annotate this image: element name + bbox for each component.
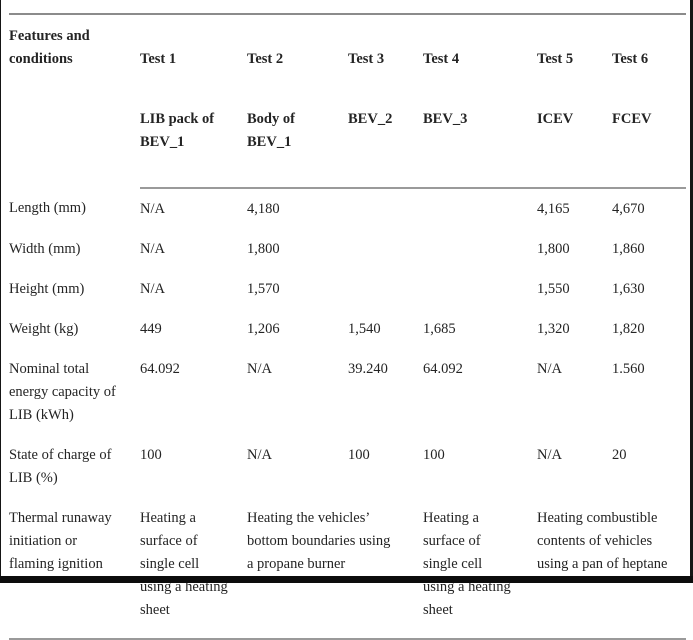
cell-value: 1,800 <box>247 241 280 257</box>
row-label: Width (mm) <box>9 241 81 257</box>
col-header-test-5: Test 5 ICEV <box>537 14 612 189</box>
cell-value: 1,320 <box>537 321 570 337</box>
cell-value: 64.092 <box>423 361 463 377</box>
cell-value <box>348 188 423 229</box>
test-title: Test 5 <box>537 51 574 67</box>
cell-value: N/A <box>247 361 272 377</box>
cell-value: 1,800 <box>537 241 570 257</box>
col-header-test-6: Test 6 FCEV <box>612 14 686 189</box>
row-length: Length (mm) N/A 4,180 4,165 4,670 <box>9 188 686 229</box>
col-header-features: Features and conditions <box>9 28 90 67</box>
cell-value: 1,206 <box>247 321 280 337</box>
test-subtitle: BEV_3 <box>423 111 468 127</box>
test-subtitle: Body of BEV_1 <box>247 111 295 150</box>
cell-value: 1,820 <box>612 321 645 337</box>
row-weight: Weight (kg) 449 1,206 1,540 1,685 1,320 … <box>9 309 686 349</box>
cell-value: 1,630 <box>612 281 645 297</box>
test-title: Test 3 <box>348 51 385 67</box>
row-label: Length (mm) <box>9 200 86 216</box>
cell-value <box>423 229 537 269</box>
row-label: Height (mm) <box>9 281 85 297</box>
test-title: Test 1 <box>140 51 177 67</box>
test-subtitle: ICEV <box>537 111 574 127</box>
cell-value: 1,570 <box>247 281 280 297</box>
cell-value: N/A <box>140 241 165 257</box>
col-header-test-4: Test 4 BEV_3 <box>423 14 537 189</box>
test-subtitle: BEV_2 <box>348 111 393 127</box>
row-thermal-runaway: Thermal runaway initiation or flaming ig… <box>9 498 686 640</box>
cell-value: 4,180 <box>247 201 280 217</box>
test-title: Test 2 <box>247 51 284 67</box>
cell-value: N/A <box>537 447 562 463</box>
col-header-test-2: Test 2 Body of BEV_1 <box>247 14 348 189</box>
cell-value: 449 <box>140 321 162 337</box>
cell-value: 1,540 <box>348 321 381 337</box>
row-state-of-charge: State of charge of LIB (%) 100 N/A 100 1… <box>9 435 686 498</box>
row-label: Thermal runaway initiation or flaming ig… <box>9 498 140 640</box>
test-subtitle: FCEV <box>612 111 652 127</box>
cell-value <box>348 229 423 269</box>
cell-value <box>423 269 537 309</box>
cell-value: 1,550 <box>537 281 570 297</box>
cell-value: 100 <box>348 447 370 463</box>
row-energy-capacity: Nominal total energy capacity of LIB (kW… <box>9 349 686 435</box>
cell-value: 1,685 <box>423 321 456 337</box>
scan-bottom-edge <box>0 576 693 583</box>
cell-value: 1.560 <box>612 361 645 377</box>
col-header-test-1: Test 1 LIB pack of BEV_1 <box>140 14 247 189</box>
cell-value: 100 <box>140 447 162 463</box>
row-label: State of charge of LIB (%) <box>9 447 112 486</box>
cell-value: 100 <box>423 447 445 463</box>
header-row: Features and conditions Test 1 LIB pack … <box>9 14 686 189</box>
cell-value: N/A <box>140 281 165 297</box>
col-header-test-3: Test 3 BEV_2 <box>348 14 423 189</box>
cell-value: N/A <box>247 447 272 463</box>
row-label: Nominal total energy capacity of LIB (kW… <box>9 361 116 423</box>
cell-value: 1,860 <box>612 241 645 257</box>
vehicle-tests-table: Features and conditions Test 1 LIB pack … <box>9 13 686 640</box>
cell-value: N/A <box>140 201 165 217</box>
cell-value: 4,165 <box>537 201 570 217</box>
cell-value <box>423 188 537 229</box>
cell-value: 39.240 <box>348 361 388 377</box>
test-title: Test 6 <box>612 51 649 67</box>
cell-value: 64.092 <box>140 361 180 377</box>
cell-value <box>348 269 423 309</box>
cell-value: 20 <box>612 447 627 463</box>
row-label: Weight (kg) <box>9 321 79 337</box>
row-width: Width (mm) N/A 1,800 1,800 1,860 <box>9 229 686 269</box>
cell-value: 4,670 <box>612 201 645 217</box>
cell-value-span-test5-6: Heating combustible contents of vehicles… <box>537 498 686 640</box>
cell-value: Heating a surface of single cell using a… <box>423 498 537 640</box>
test-subtitle: LIB pack of BEV_1 <box>140 111 215 150</box>
cell-value: Heating a surface of single cell using a… <box>140 498 247 640</box>
row-height: Height (mm) N/A 1,570 1,550 1,630 <box>9 269 686 309</box>
test-title: Test 4 <box>423 51 460 67</box>
cell-value-span-test2-3: Heating the vehicles’ bottom boundaries … <box>247 498 423 640</box>
cell-value: N/A <box>537 361 562 377</box>
